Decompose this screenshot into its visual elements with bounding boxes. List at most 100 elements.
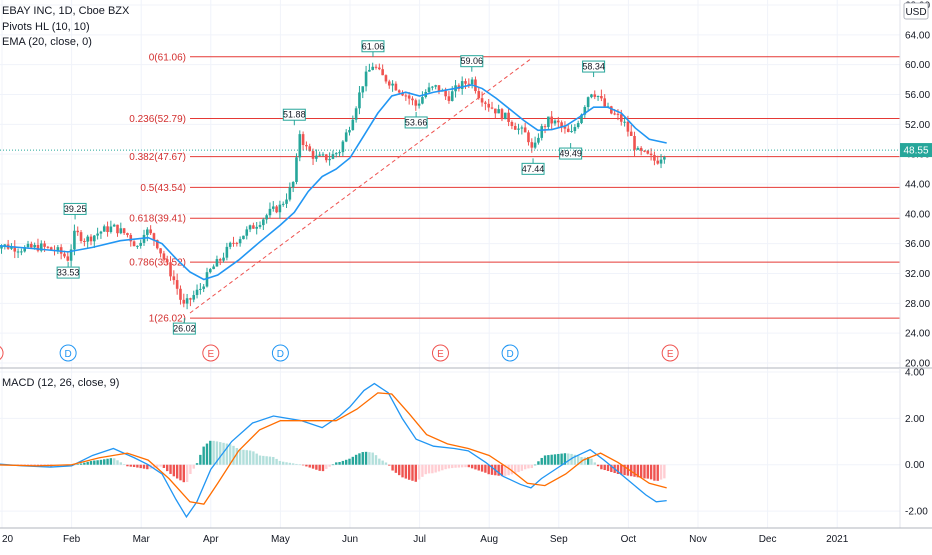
candle	[152, 232, 156, 246]
macd-histogram-bar	[338, 462, 341, 465]
macd-histogram-bar	[623, 464, 626, 476]
dividend-marker[interactable]: D	[501, 344, 519, 362]
dashed-trend-line[interactable]	[189, 57, 533, 314]
ema-indicator-label[interactable]: EMA (20, close, 0)	[2, 36, 92, 48]
macd-histogram-bar	[93, 460, 96, 465]
macd-histogram-bar	[298, 464, 301, 466]
macd-tick-label: 4.00	[905, 368, 925, 379]
ema-line	[0, 83, 667, 281]
candle	[93, 234, 96, 248]
macd-histogram-bar	[295, 463, 298, 465]
macd-histogram-bar	[268, 456, 272, 465]
macd-histogram-bar	[384, 462, 388, 465]
candle	[368, 63, 371, 72]
candle	[139, 239, 143, 249]
macd-histogram-bar	[616, 464, 620, 474]
candle	[510, 120, 514, 130]
macd-histogram-bar	[315, 464, 318, 470]
dividend-marker[interactable]: D	[59, 344, 77, 362]
candle	[315, 149, 318, 162]
dividend-marker[interactable]: D	[271, 344, 289, 362]
candle	[295, 153, 298, 185]
macd-histogram-bar	[633, 464, 636, 477]
macd-indicator-label[interactable]: MACD (12, 26, close, 9)	[2, 377, 119, 389]
macd-histogram-bar	[606, 464, 610, 472]
candle	[119, 222, 123, 235]
candle	[361, 86, 365, 99]
candle	[590, 93, 593, 99]
macd-line[interactable]	[0, 382, 667, 519]
candle	[179, 285, 182, 305]
macd-histogram-bar	[368, 452, 371, 465]
svg-text:39.25: 39.25	[64, 204, 87, 214]
macd-histogram-bar	[103, 459, 106, 465]
macd-histogram-bar	[33, 464, 36, 466]
candle	[202, 284, 205, 293]
macd-histogram-bar	[228, 444, 232, 465]
candle	[132, 240, 136, 247]
macd-histogram-bar	[388, 464, 391, 466]
macd-histogram-bar	[122, 464, 126, 465]
candle	[311, 148, 315, 165]
macd-histogram-bar	[238, 449, 242, 465]
earnings-marker[interactable]: E	[202, 344, 220, 362]
svg-text:D: D	[277, 349, 284, 360]
macd-histogram-bar	[275, 458, 278, 465]
earnings-marker[interactable]: E	[431, 344, 449, 362]
svg-text:53.66: 53.66	[405, 117, 428, 127]
pivots-indicator-label[interactable]: Pivots HL (10, 10)	[2, 21, 90, 33]
macd-histogram-bar	[398, 464, 401, 476]
symbol-title[interactable]: EBAY INC, 1D, Cboe BZX	[2, 5, 130, 17]
macd-histogram-bar	[321, 464, 325, 472]
candle	[520, 125, 524, 135]
candle	[69, 244, 73, 267]
fibonacci-retracement[interactable]: 0(61.06) 0.236(52.79) 0.382(47.67) 0.5(43.5…	[129, 52, 900, 325]
macd-histogram-bar	[328, 464, 331, 467]
macd-histogram-bar	[563, 453, 567, 465]
candle	[136, 245, 139, 249]
ema-polyline[interactable]	[0, 83, 667, 281]
candle	[325, 154, 328, 163]
pivot-high-label: 39.25	[63, 202, 87, 220]
macd-histogram-bar	[626, 464, 630, 476]
candle	[321, 152, 325, 157]
candle	[242, 235, 245, 240]
macd-histogram-bar	[457, 464, 461, 468]
currency-label: USD	[905, 7, 926, 18]
macd-histogram-bar	[79, 463, 83, 465]
macd-histogram-bar	[258, 455, 262, 465]
candle	[36, 238, 40, 253]
macd-histogram-bar	[480, 464, 484, 472]
candle	[285, 193, 288, 209]
candle	[222, 252, 225, 263]
earnings-marker[interactable]: E	[0, 345, 4, 361]
candle	[487, 99, 491, 112]
candle	[265, 213, 268, 224]
candle	[331, 150, 335, 160]
price-tick-label: 24.00	[905, 329, 930, 340]
macd-histogram-bar	[653, 464, 656, 481]
candle	[175, 273, 179, 295]
macd-histogram-bar	[219, 442, 222, 465]
candle	[165, 255, 169, 266]
signal-line[interactable]	[0, 392, 667, 505]
macd-histogram-bar	[305, 464, 308, 467]
macd-histogram-bar	[146, 464, 149, 470]
macd-histogram-bar	[215, 441, 219, 465]
macd-histogram-bar	[659, 464, 663, 480]
price-tick-label: 40.00	[905, 209, 930, 220]
currency-badge[interactable]: USD	[903, 2, 929, 20]
earnings-marker[interactable]: E	[661, 344, 679, 362]
candle	[603, 94, 607, 108]
time-axis[interactable]: 20 Feb Mar Apr May Jun Jul Aug Sep Oct Nov Dec 2021	[2, 534, 849, 545]
macd-histogram-bar	[547, 455, 550, 465]
macd-histogram-bar	[421, 464, 424, 477]
macd-axis[interactable]: 4.00 2.00 0.00 -2.00	[899, 368, 928, 529]
macd-histogram-bar	[646, 464, 649, 479]
time-tick-label: Feb	[63, 534, 81, 545]
macd-histogram-bar	[265, 456, 268, 465]
time-tick-label: Aug	[480, 534, 498, 545]
time-tick-label: Oct	[621, 534, 637, 545]
fib-level-label: 1(26.02)	[149, 314, 186, 325]
